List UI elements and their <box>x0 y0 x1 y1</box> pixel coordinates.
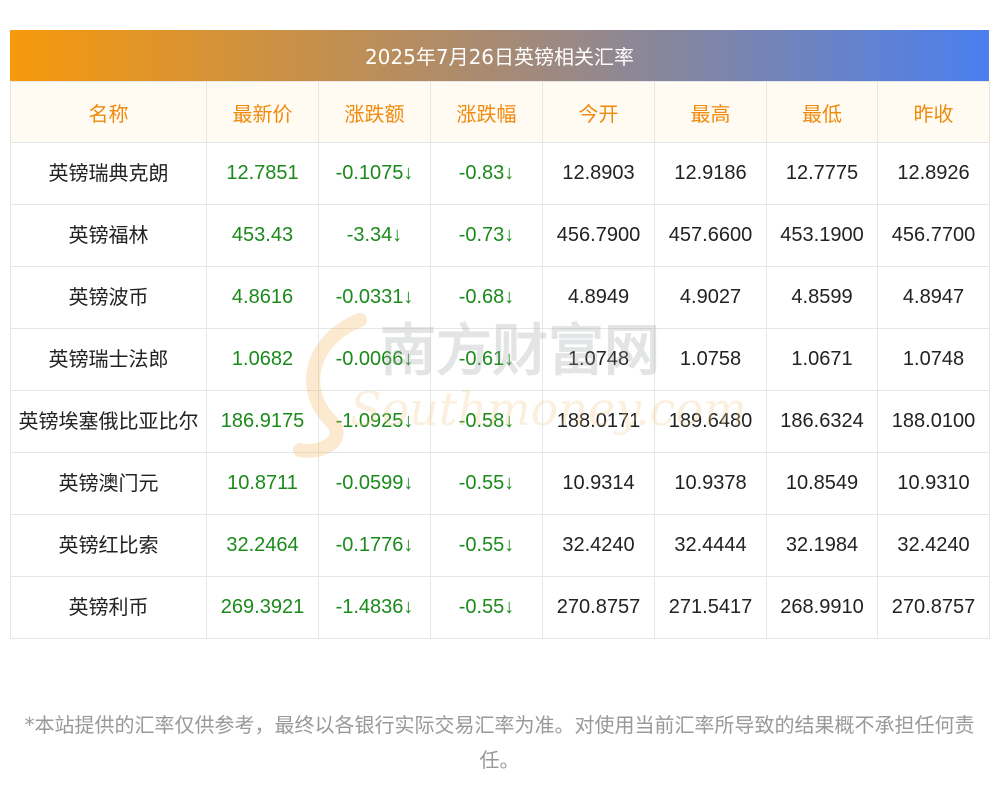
cell-open: 456.7900 <box>542 204 655 267</box>
cell-prev: 1.0748 <box>877 328 990 391</box>
cell-open: 32.4240 <box>542 514 655 577</box>
cell-high: 32.4444 <box>654 514 767 577</box>
cell-prev: 32.4240 <box>877 514 990 577</box>
cell-change: -0.0066↓ <box>318 328 431 391</box>
cell-prev: 456.7700 <box>877 204 990 267</box>
cell-name: 英镑澳门元 <box>10 452 207 515</box>
cell-name: 英镑波币 <box>10 266 207 329</box>
cell-prev: 10.9310 <box>877 452 990 515</box>
cell-pct: -0.68↓ <box>430 266 543 329</box>
cell-latest: 1.0682 <box>206 328 319 391</box>
header-name: 名称 <box>10 81 207 143</box>
cell-high: 12.9186 <box>654 142 767 205</box>
cell-change: -0.1776↓ <box>318 514 431 577</box>
cell-name: 英镑红比索 <box>10 514 207 577</box>
cell-open: 270.8757 <box>542 576 655 639</box>
cell-latest: 186.9175 <box>206 390 319 453</box>
cell-latest: 10.8711 <box>206 452 319 515</box>
table-row: 英镑澳门元 10.8711 -0.0599↓ -0.55↓ 10.9314 10… <box>10 452 990 515</box>
cell-change: -0.0331↓ <box>318 266 431 329</box>
cell-high: 189.6480 <box>654 390 767 453</box>
cell-change: -0.0599↓ <box>318 452 431 515</box>
header-change: 涨跌额 <box>318 81 431 143</box>
cell-high: 457.6600 <box>654 204 767 267</box>
header-pct: 涨跌幅 <box>430 81 543 143</box>
cell-pct: -0.61↓ <box>430 328 543 391</box>
table-title: 2025年7月26日英镑相关汇率 <box>10 30 989 81</box>
cell-high: 10.9378 <box>654 452 767 515</box>
cell-pct: -0.55↓ <box>430 514 543 577</box>
cell-pct: -0.73↓ <box>430 204 543 267</box>
table-row: 英镑福林 453.43 -3.34↓ -0.73↓ 456.7900 457.6… <box>10 204 990 267</box>
cell-open: 4.8949 <box>542 266 655 329</box>
cell-low: 12.7775 <box>766 142 878 205</box>
cell-prev: 188.0100 <box>877 390 990 453</box>
cell-open: 188.0171 <box>542 390 655 453</box>
cell-pct: -0.55↓ <box>430 576 543 639</box>
header-prev: 昨收 <box>877 81 990 143</box>
cell-change: -0.1075↓ <box>318 142 431 205</box>
cell-name: 英镑瑞士法郎 <box>10 328 207 391</box>
cell-pct: -0.55↓ <box>430 452 543 515</box>
cell-prev: 4.8947 <box>877 266 990 329</box>
cell-change: -1.4836↓ <box>318 576 431 639</box>
cell-open: 1.0748 <box>542 328 655 391</box>
cell-name: 英镑福林 <box>10 204 207 267</box>
header-latest: 最新价 <box>206 81 319 143</box>
cell-low: 268.9910 <box>766 576 878 639</box>
cell-name: 英镑埃塞俄比亚比尔 <box>10 390 207 453</box>
cell-latest: 453.43 <box>206 204 319 267</box>
cell-pct: -0.83↓ <box>430 142 543 205</box>
header-row: 名称 最新价 涨跌额 涨跌幅 今开 最高 最低 昨收 <box>10 81 990 143</box>
table-row: 英镑利币 269.3921 -1.4836↓ -0.55↓ 270.8757 2… <box>10 576 990 639</box>
cell-low: 1.0671 <box>766 328 878 391</box>
cell-latest: 269.3921 <box>206 576 319 639</box>
cell-open: 10.9314 <box>542 452 655 515</box>
cell-low: 10.8549 <box>766 452 878 515</box>
cell-high: 1.0758 <box>654 328 767 391</box>
table-row: 英镑波币 4.8616 -0.0331↓ -0.68↓ 4.8949 4.902… <box>10 266 990 329</box>
cell-low: 453.1900 <box>766 204 878 267</box>
cell-high: 4.9027 <box>654 266 767 329</box>
cell-high: 271.5417 <box>654 576 767 639</box>
table-row: 英镑瑞士法郎 1.0682 -0.0066↓ -0.61↓ 1.0748 1.0… <box>10 328 990 391</box>
table-row: 英镑埃塞俄比亚比尔 186.9175 -1.0925↓ -0.58↓ 188.0… <box>10 390 990 453</box>
cell-change: -3.34↓ <box>318 204 431 267</box>
cell-prev: 270.8757 <box>877 576 990 639</box>
header-low: 最低 <box>766 81 878 143</box>
cell-low: 4.8599 <box>766 266 878 329</box>
cell-name: 英镑瑞典克朗 <box>10 142 207 205</box>
header-high: 最高 <box>654 81 767 143</box>
table-row: 英镑红比索 32.2464 -0.1776↓ -0.55↓ 32.4240 32… <box>10 514 990 577</box>
cell-prev: 12.8926 <box>877 142 990 205</box>
cell-pct: -0.58↓ <box>430 390 543 453</box>
disclaimer-text: *本站提供的汇率仅供参考，最终以各银行实际交易汇率为准。对使用当前汇率所导致的结… <box>24 713 975 772</box>
cell-change: -1.0925↓ <box>318 390 431 453</box>
cell-low: 32.1984 <box>766 514 878 577</box>
exchange-rate-table: 名称 最新价 涨跌额 涨跌幅 今开 最高 最低 昨收 英镑瑞典克朗 12.785… <box>10 81 990 639</box>
cell-latest: 4.8616 <box>206 266 319 329</box>
rate-table-container: 2025年7月26日英镑相关汇率 名称 最新价 涨跌额 涨跌幅 今开 最高 最低… <box>10 30 990 639</box>
header-open: 今开 <box>542 81 655 143</box>
cell-latest: 32.2464 <box>206 514 319 577</box>
cell-open: 12.8903 <box>542 142 655 205</box>
cell-name: 英镑利币 <box>10 576 207 639</box>
cell-latest: 12.7851 <box>206 142 319 205</box>
table-row: 英镑瑞典克朗 12.7851 -0.1075↓ -0.83↓ 12.8903 1… <box>10 142 990 205</box>
cell-low: 186.6324 <box>766 390 878 453</box>
